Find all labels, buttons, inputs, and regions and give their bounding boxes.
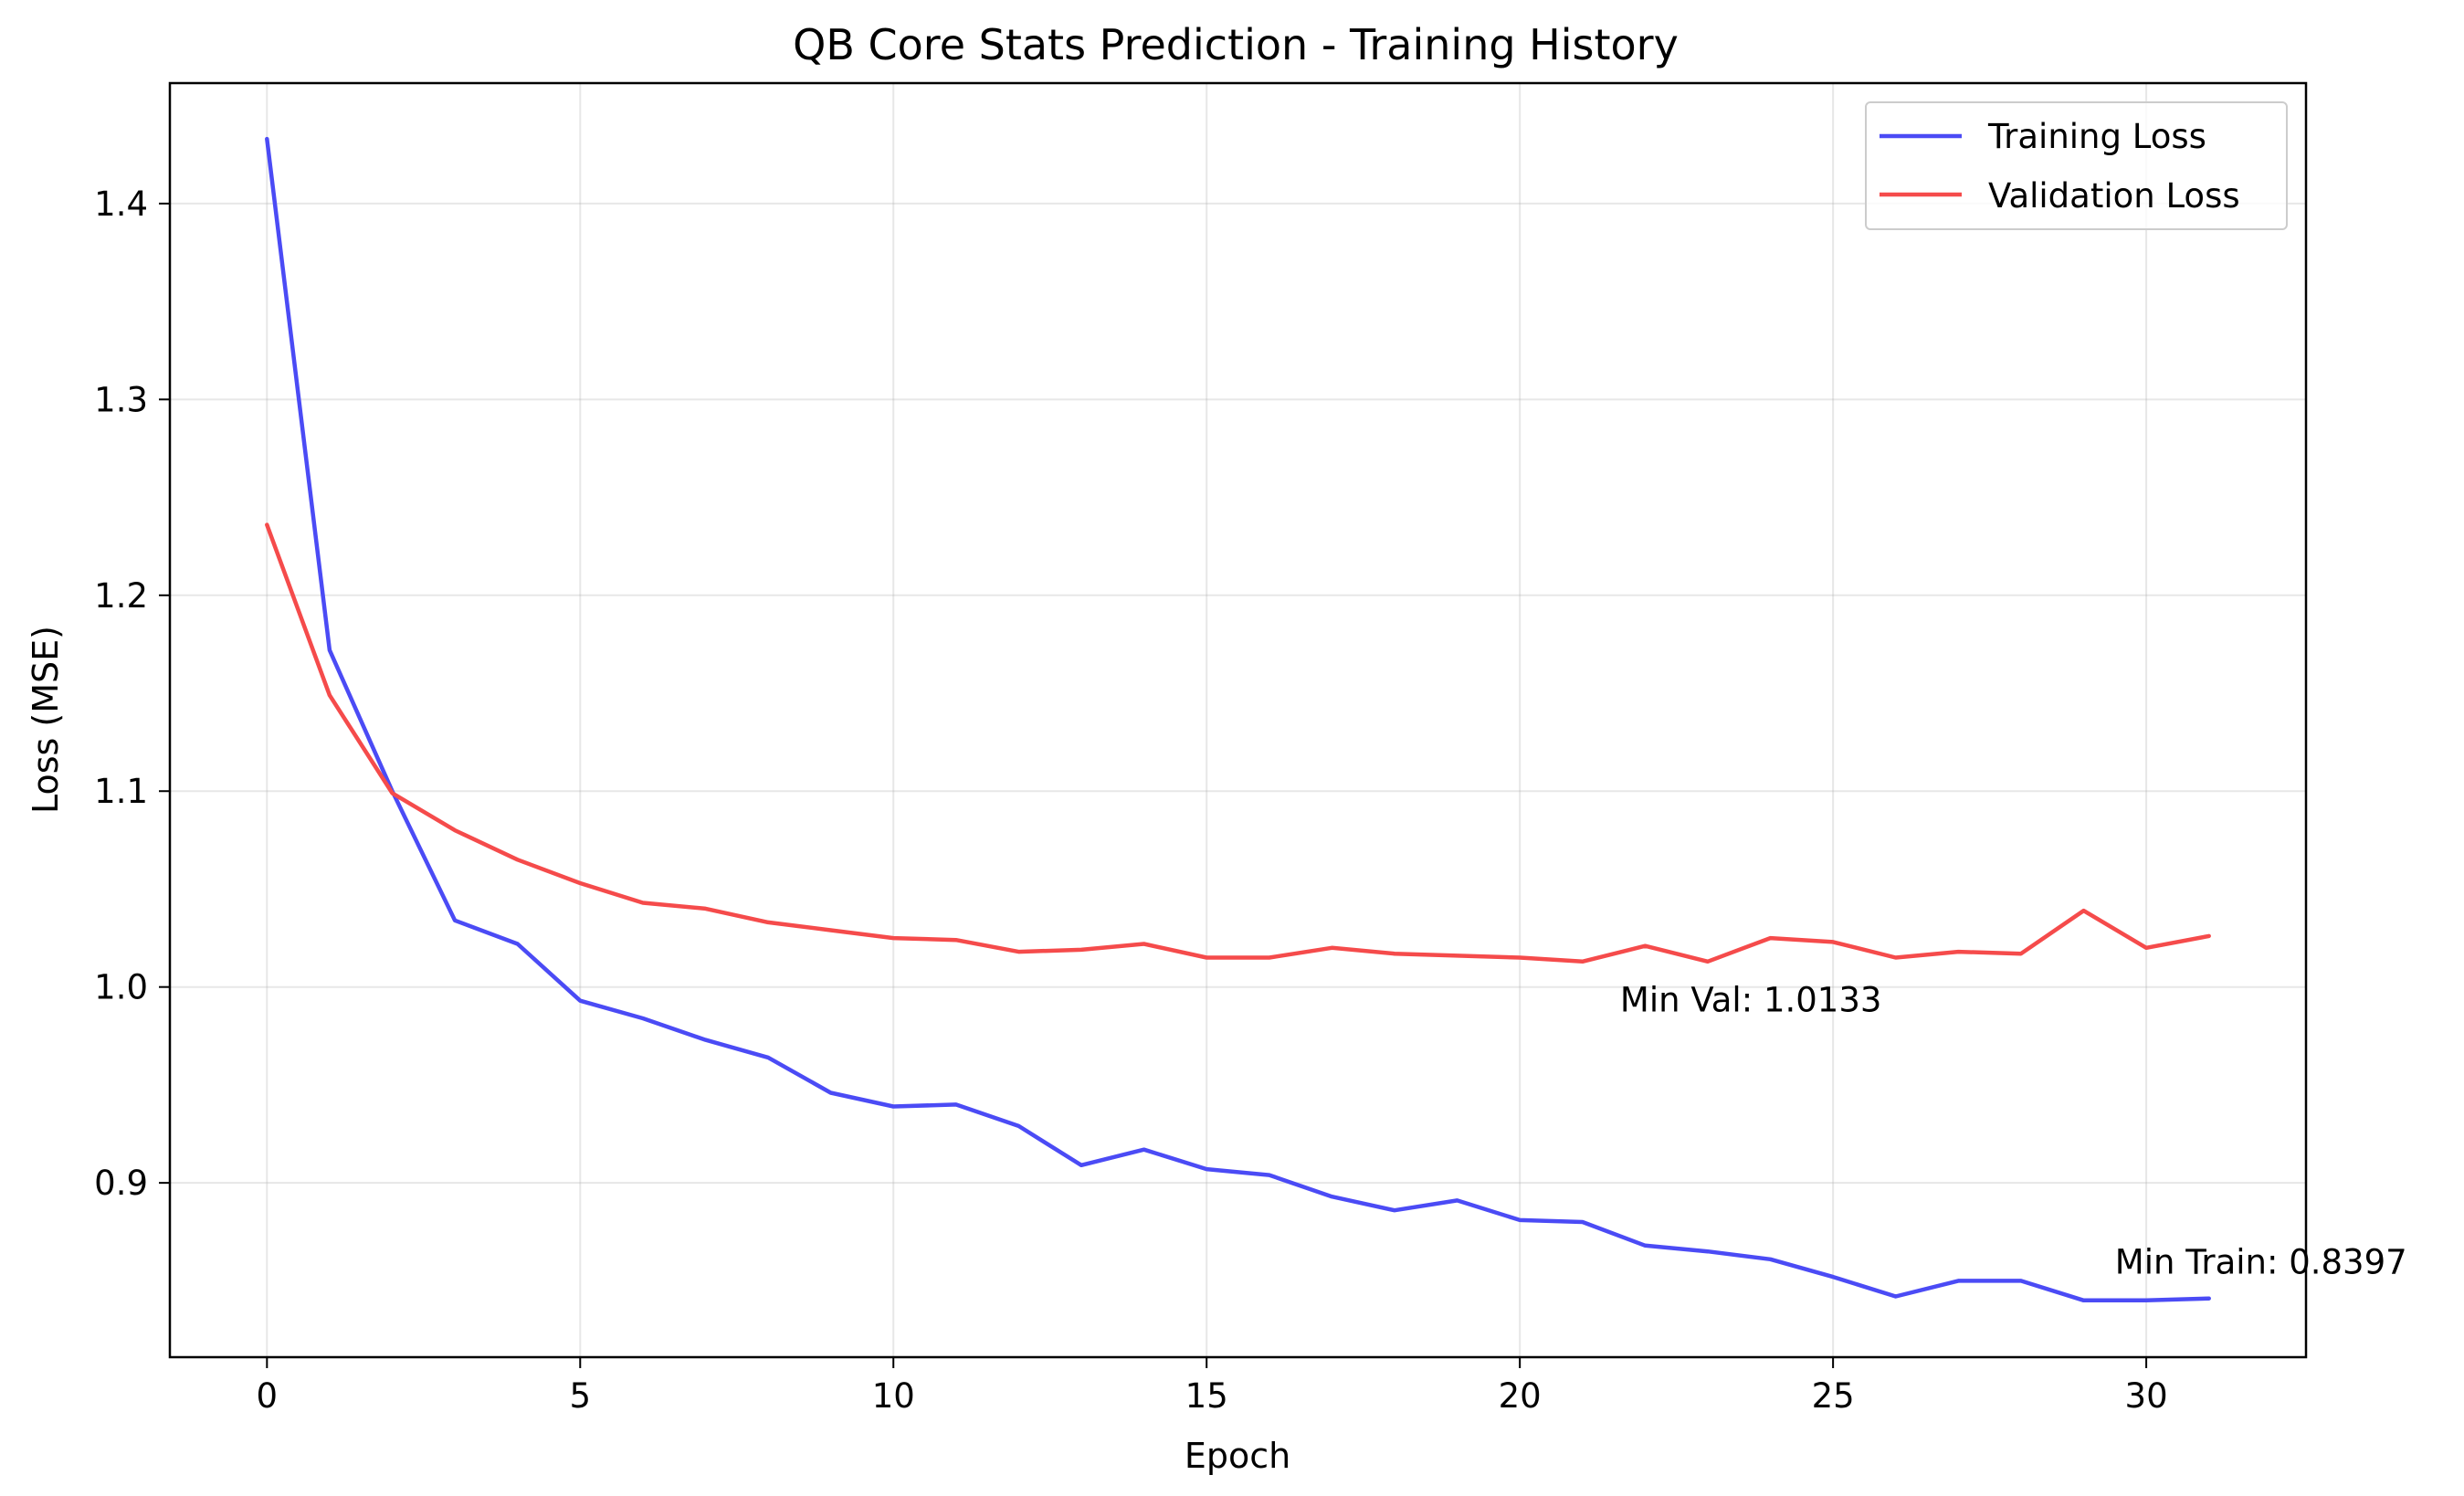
legend-box xyxy=(1865,101,2288,230)
annotation-label: Min Val: 1.0133 xyxy=(1620,981,1882,1020)
plot-frame xyxy=(168,81,2308,1359)
legend-label-training-loss: Training Loss xyxy=(1987,117,2206,156)
x-tick-label: 20 xyxy=(1499,1376,1542,1416)
x-axis-label: Epoch xyxy=(1185,1436,1290,1476)
series-line-validation-loss xyxy=(265,522,2211,964)
grid-lines xyxy=(170,83,2306,1357)
y-tick-label: 1.3 xyxy=(94,380,148,419)
annotation-label: Min Train: 0.8397 xyxy=(2115,1243,2407,1282)
x-tick-label: 10 xyxy=(872,1376,915,1416)
series-line-training-loss xyxy=(265,136,2211,1303)
x-tick-label: 5 xyxy=(570,1376,592,1416)
x-tick-label: 0 xyxy=(257,1376,279,1416)
chart-title: QB Core Stats Prediction - Training Hist… xyxy=(793,20,1679,69)
x-tick-label: 15 xyxy=(1185,1376,1228,1416)
y-tick-label: 1.2 xyxy=(94,576,148,616)
legend-label-validation-loss: Validation Loss xyxy=(1988,176,2240,216)
legend: Training Loss Validation Loss xyxy=(1865,101,2288,230)
plot-area xyxy=(265,136,2211,1303)
y-tick-label: 1.0 xyxy=(94,968,148,1007)
y-axis-label: Loss (MSE) xyxy=(26,626,66,814)
x-tick-label: 25 xyxy=(1812,1376,1855,1416)
annotations: Min Val: 1.0133 Min Train: 0.8397 xyxy=(1620,981,2407,1282)
x-tick-label: 30 xyxy=(2125,1376,2168,1416)
y-tick-label: 0.9 xyxy=(94,1164,148,1203)
y-tick-label: 1.4 xyxy=(94,184,148,224)
y-tick-label: 1.1 xyxy=(94,772,148,811)
axis-ticks: 0 5 10 15 20 25 30 0.9 1.0 1.1 1.2 1.3 1.4 xyxy=(94,184,2167,1416)
